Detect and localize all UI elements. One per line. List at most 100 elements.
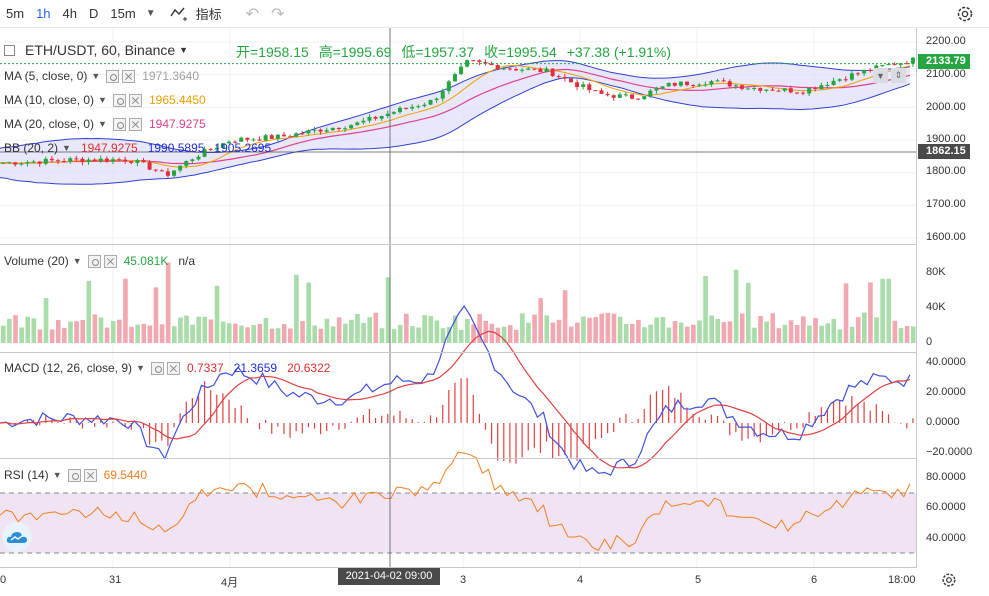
chevron-down-icon[interactable]: ▼ xyxy=(62,143,71,153)
chevron-down-icon[interactable]: ▼ xyxy=(98,95,107,105)
candle-body xyxy=(43,158,48,164)
legend-bb[interactable]: BB (20, 2) ▼ 1947.9275 1990.5895 1905.26… xyxy=(4,139,277,157)
volume-bar xyxy=(129,326,134,343)
symbol-title[interactable]: ETH/USDT, 60, Binance ▼ xyxy=(4,42,188,58)
timeframe-dropdown-chevron-icon[interactable]: ▼ xyxy=(145,8,156,19)
volume-bar xyxy=(300,321,305,343)
timeframe-4h[interactable]: 4h xyxy=(62,6,77,21)
candle-body xyxy=(611,95,616,98)
visibility-icon[interactable] xyxy=(112,93,126,107)
tradingview-logo[interactable] xyxy=(2,522,32,552)
candle-body xyxy=(446,81,451,92)
close-value: 收=1995.54 xyxy=(484,44,557,60)
chevron-down-icon[interactable]: ▼ xyxy=(179,45,189,55)
candle-body xyxy=(385,113,390,117)
chevron-down-icon[interactable]: ▼ xyxy=(136,363,145,373)
redo-icon[interactable]: ↷ xyxy=(271,5,297,23)
chevron-down-icon[interactable]: ▼ xyxy=(52,470,62,480)
candle-body xyxy=(733,85,738,87)
timeframe-5m[interactable]: 5m xyxy=(6,6,25,21)
volume-bar xyxy=(684,326,690,343)
volume-bar xyxy=(636,319,641,343)
legend-volume[interactable]: Volume (20) ▼ 45.081K n/a xyxy=(4,252,201,270)
volume-bar xyxy=(220,321,226,343)
legend-ma10[interactable]: MA (10, close, 0) ▼ 1965.4450 xyxy=(4,91,212,109)
volume-bar xyxy=(758,316,763,343)
legend-rsi[interactable]: RSI (14) ▼ 69.5440 xyxy=(4,466,153,484)
volume-bar xyxy=(843,283,849,343)
volume-bar xyxy=(355,314,360,343)
volume-bar xyxy=(373,312,379,343)
candle-body xyxy=(697,84,702,86)
timeframe-15m[interactable]: 15m xyxy=(110,6,136,21)
volume-bar xyxy=(397,324,403,343)
indicators-button[interactable]: 指标 xyxy=(170,4,222,23)
close-icon[interactable] xyxy=(128,93,142,107)
close-icon[interactable] xyxy=(122,69,136,83)
candle-body xyxy=(214,147,219,150)
volume-bar xyxy=(147,325,153,343)
volume-bar xyxy=(43,297,49,343)
visibility-icon[interactable] xyxy=(67,468,81,482)
volume-bar xyxy=(165,262,171,343)
candle-body xyxy=(190,159,195,162)
scale-menu-icon[interactable]: ▼ xyxy=(873,68,888,83)
visibility-icon[interactable] xyxy=(150,361,164,375)
candle-body xyxy=(678,81,683,86)
legend-ma5[interactable]: MA (5, close, 0) ▼ 1971.3640 xyxy=(4,67,205,85)
rsi-tick: 60.0000 xyxy=(926,501,966,513)
volume-bar xyxy=(349,319,354,343)
timeframe-d[interactable]: D xyxy=(89,6,99,21)
volume-bar xyxy=(623,323,629,343)
macd-pane xyxy=(0,305,914,476)
volume-bar xyxy=(19,327,24,343)
price-tick: 1600.00 xyxy=(926,231,966,243)
axis-settings-gear-icon[interactable] xyxy=(940,571,958,589)
close-icon[interactable] xyxy=(83,468,97,482)
candle-body xyxy=(575,82,580,88)
visibility-icon[interactable] xyxy=(106,69,120,83)
chevron-down-icon[interactable]: ▼ xyxy=(91,71,101,81)
visibility-icon[interactable] xyxy=(87,254,101,268)
indicators-label: 指标 xyxy=(195,7,222,22)
candle-body xyxy=(556,76,561,78)
legend-ma20[interactable]: MA (20, close, 0) ▼ 1947.9275 xyxy=(4,115,212,133)
volume-bar xyxy=(37,329,43,343)
volume-bar xyxy=(807,325,812,343)
scale-adjust-icon[interactable]: ⇕ xyxy=(891,68,906,83)
chevron-down-icon[interactable]: ▼ xyxy=(98,119,107,129)
volume-bar xyxy=(898,328,904,343)
timeframe-1h[interactable]: 1h xyxy=(36,6,51,21)
candle-body xyxy=(599,90,604,94)
undo-icon[interactable]: ↶ xyxy=(245,5,272,23)
volume-bar xyxy=(312,325,318,343)
candle-body xyxy=(465,60,470,67)
macd-tick: 20.0000 xyxy=(926,386,966,398)
ma10-value: 1965.4450 xyxy=(148,93,206,107)
candle-body xyxy=(868,69,873,71)
legend-macd[interactable]: MACD (12, 26, close, 9) ▼ 0.7337 21.3659… xyxy=(4,359,336,377)
rsi-tick: 80.0000 xyxy=(926,471,966,483)
candle-body xyxy=(782,88,787,91)
top-toolbar: 5m 1h 4h D 15m ▼ 指标 ↶↷ xyxy=(0,0,989,28)
volume-bar xyxy=(62,327,67,343)
time-tick: 0 xyxy=(0,574,7,586)
settings-gear-icon[interactable] xyxy=(955,4,975,24)
macd-label: MACD (12, 26, close, 9) xyxy=(4,361,133,375)
close-icon[interactable] xyxy=(166,361,180,375)
crosshair-time-label: 2021-04-02 09:00 xyxy=(338,568,440,585)
collapse-legend-icon[interactable] xyxy=(4,44,15,56)
close-icon[interactable] xyxy=(103,254,117,268)
volume-bar xyxy=(739,313,745,343)
chevron-down-icon[interactable]: ▼ xyxy=(72,256,82,266)
candle-body xyxy=(691,85,696,87)
candle-body xyxy=(526,68,531,70)
volume-bar xyxy=(135,324,140,343)
close-icon[interactable] xyxy=(128,117,142,131)
visibility-icon[interactable] xyxy=(112,117,126,131)
candle-body xyxy=(355,122,360,126)
candle-body xyxy=(416,106,421,108)
volume-bar xyxy=(862,312,867,343)
volume-bar xyxy=(422,315,427,343)
